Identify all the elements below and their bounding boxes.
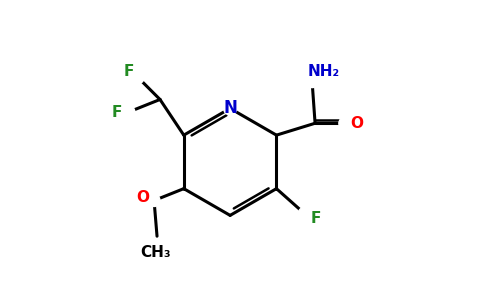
Text: N: N (223, 99, 237, 117)
Text: CH₃: CH₃ (140, 245, 171, 260)
Circle shape (126, 107, 135, 116)
Circle shape (299, 208, 308, 217)
Text: F: F (311, 211, 321, 226)
Circle shape (148, 195, 160, 206)
Text: F: F (112, 105, 122, 120)
Text: F: F (123, 64, 134, 79)
Circle shape (339, 117, 351, 129)
Circle shape (224, 102, 237, 115)
Circle shape (306, 76, 318, 88)
Text: NH₂: NH₂ (308, 64, 340, 79)
Text: O: O (350, 116, 363, 131)
Circle shape (135, 74, 144, 83)
Text: O: O (136, 190, 149, 205)
